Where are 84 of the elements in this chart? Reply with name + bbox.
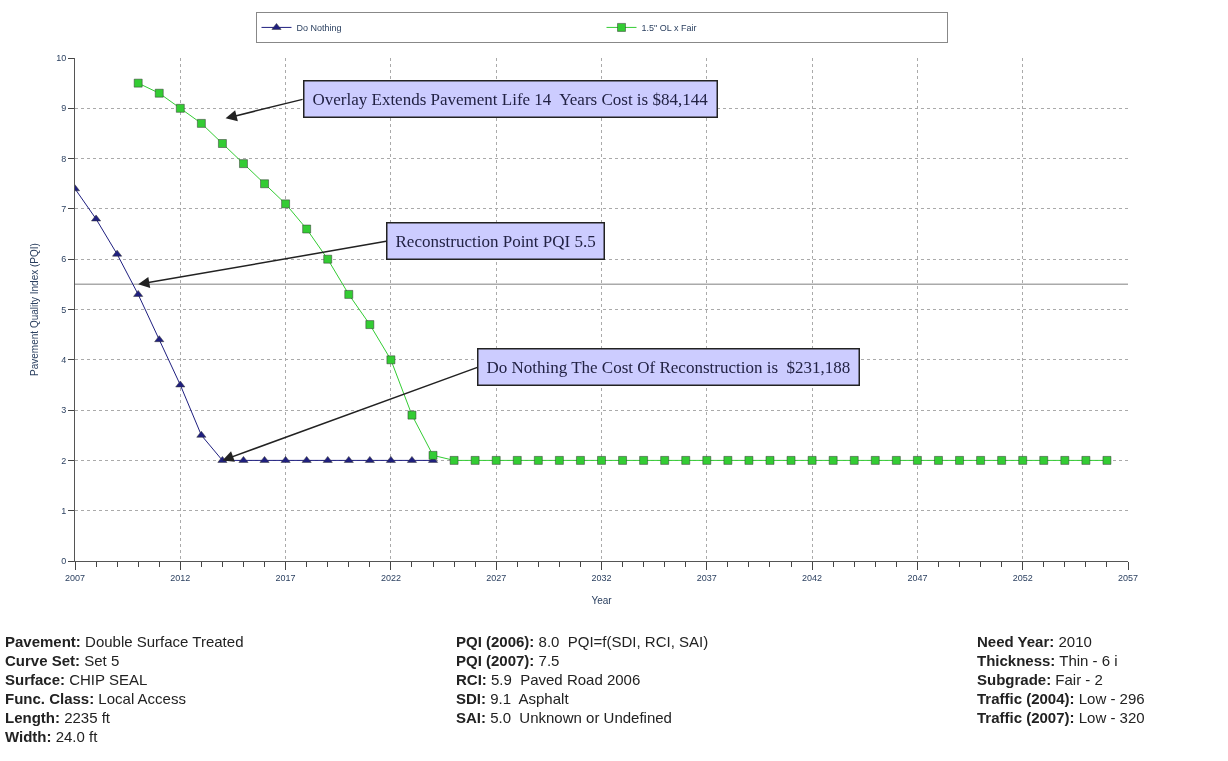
- point: [849, 456, 859, 465]
- annotation: Reconstruction Point PQI 5.5: [395, 231, 596, 251]
- point: [1060, 456, 1070, 465]
- x-tick-label: 2017: [275, 572, 296, 583]
- annotation: Do Nothing The Cost Of Reconstruction is $231,188: [486, 357, 851, 377]
- x-tick-label: 2032: [591, 572, 612, 583]
- point: [281, 199, 290, 209]
- point: [470, 456, 480, 465]
- point: [386, 355, 396, 365]
- point: [1081, 456, 1091, 465]
- x-tick-label: 2007: [64, 572, 86, 583]
- x-tick-label: 2057: [1117, 572, 1139, 583]
- x-tick-label: 2052: [1012, 572, 1033, 583]
- x-tick-label: 2022: [380, 572, 401, 583]
- x-tick-label: 2042: [802, 572, 823, 583]
- point: [407, 410, 417, 420]
- point: [302, 224, 311, 234]
- point: [260, 179, 269, 188]
- text: Pavement: Double Surface Treated Curve Set: Set 5 Surface: CHIP SEAL Func. Class: Local Access Length: 2235 ft Width: 24.0 ft: [5, 633, 244, 745]
- point: [871, 456, 880, 465]
- point: [197, 119, 206, 128]
- point: [513, 456, 522, 465]
- point: [597, 456, 606, 465]
- y-tick-label: 2: [61, 455, 67, 466]
- x-tick-label: 2012: [170, 572, 191, 583]
- y-tick-label: 1: [61, 505, 67, 516]
- point: [154, 88, 164, 98]
- point: [534, 456, 543, 465]
- point: [660, 456, 669, 465]
- point: [997, 456, 1006, 465]
- y-tick-label: 10: [56, 53, 67, 64]
- point: [765, 456, 775, 465]
- y-tick-label: 5: [61, 304, 67, 315]
- y-tick-label: 3: [61, 405, 67, 416]
- point: [639, 456, 648, 465]
- point: [176, 104, 185, 113]
- point: [239, 159, 248, 168]
- text: Need Year: 2010 Thickness: Thin - 6 i Subgrade: Fair - 2 Traffic (2004): Low - 296 Traffic (2007): Low - 320: [977, 633, 1145, 726]
- point: [681, 456, 690, 465]
- point: [449, 456, 459, 465]
- point: [407, 456, 417, 463]
- point: [892, 456, 901, 465]
- legend-label: Do Nothing: [296, 22, 342, 33]
- point: [112, 249, 122, 257]
- point: [491, 456, 501, 465]
- x-tick-label: 2037: [696, 572, 717, 583]
- point: [976, 456, 985, 465]
- point: [723, 456, 733, 465]
- x-tick-label: 2047: [907, 572, 928, 583]
- point: [913, 456, 922, 465]
- point: [934, 456, 943, 465]
- text: PQI (2006): 8.0 PQI=f(SDI, RCI, SAI) PQI (2007): 7.5 RCI: 5.9 Paved Road 2006 SDI: 9.1 Asphalt SAI: 5.0 Unknown or Undefined: [456, 633, 709, 726]
- point: [133, 78, 143, 88]
- point: [428, 451, 438, 460]
- point: [955, 456, 964, 465]
- point: [218, 139, 227, 148]
- y-tick-label: 9: [61, 103, 67, 114]
- point: [786, 456, 796, 465]
- point: [386, 456, 396, 463]
- point: [744, 456, 754, 465]
- point: [807, 456, 817, 465]
- x-axis-title: Year: [591, 595, 613, 607]
- x-tick-label: 2027: [486, 572, 507, 583]
- legend-label: 1.5" OL x Fair: [641, 22, 697, 33]
- point: [702, 456, 712, 465]
- y-tick-label: 7: [61, 204, 67, 215]
- point: [1102, 456, 1112, 465]
- point: [1039, 456, 1049, 465]
- y-tick-label: 8: [61, 153, 67, 164]
- point: [618, 456, 627, 465]
- point: [344, 290, 354, 299]
- y-axis-title: Pavement Quality Index (PQI): [29, 243, 41, 376]
- point: [365, 320, 375, 329]
- y-tick-label: 0: [61, 556, 67, 567]
- point: [828, 456, 838, 465]
- annotation: Overlay Extends Pavement Life 14 Years Cost is $84,144: [312, 89, 709, 109]
- point: [576, 456, 585, 465]
- point: [323, 254, 332, 264]
- y-tick-label: 4: [61, 354, 67, 365]
- point: [1018, 456, 1027, 465]
- y-tick-label: 6: [61, 254, 67, 265]
- point: [91, 214, 101, 222]
- point: [175, 380, 186, 388]
- point: [555, 456, 564, 465]
